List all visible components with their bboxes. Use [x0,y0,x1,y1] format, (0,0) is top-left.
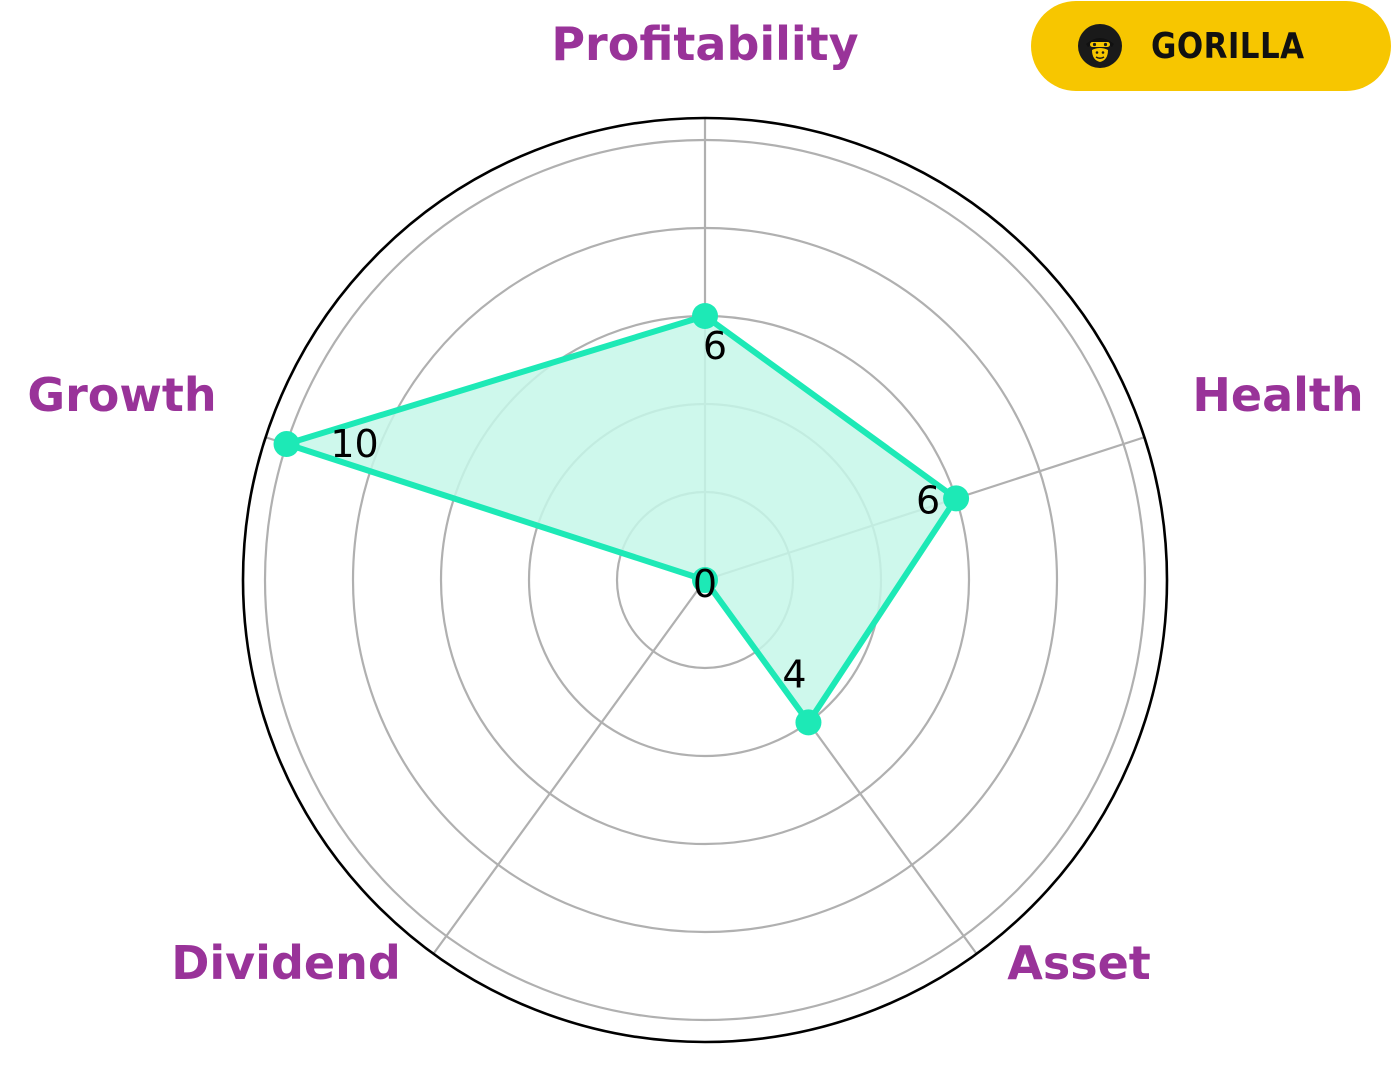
series-points [273,303,970,736]
point-health [943,485,970,512]
spoke-dividend [432,579,706,955]
axis-label-health: Health [1192,368,1363,422]
value-label-dividend: 0 [693,562,717,606]
value-label-asset: 4 [782,652,806,696]
value-labels: 6 6 4 0 10 [330,324,940,696]
axis-labels: Profitability Health Asset Dividend Growth [27,17,1363,990]
value-label-health: 6 [916,478,940,522]
value-label-profitability: 6 [703,324,727,368]
brand-badge: GORILLA [1031,1,1391,91]
outer-ring [241,116,1169,1044]
axis-label-dividend: Dividend [171,936,401,990]
point-growth [273,431,300,458]
axis-label-profitability: Profitability [551,17,858,71]
point-dividend [692,567,718,593]
series-area [283,313,960,726]
axis-label-growth: Growth [27,368,216,422]
axis-label-asset: Asset [1007,936,1151,990]
point-asset [795,709,822,736]
brand-name: GORILLA [1151,25,1305,67]
value-label-growth: 10 [330,422,378,466]
gorilla-face-icon [1078,24,1122,68]
point-profitability [692,303,718,329]
